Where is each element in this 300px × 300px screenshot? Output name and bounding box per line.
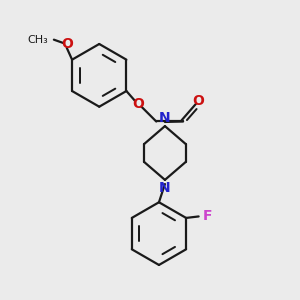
Text: N: N [159,111,171,124]
Text: CH₃: CH₃ [27,35,48,45]
Text: O: O [61,37,73,51]
Text: F: F [202,209,212,224]
Text: O: O [192,94,204,108]
Text: O: O [132,97,144,111]
Text: N: N [159,182,171,195]
